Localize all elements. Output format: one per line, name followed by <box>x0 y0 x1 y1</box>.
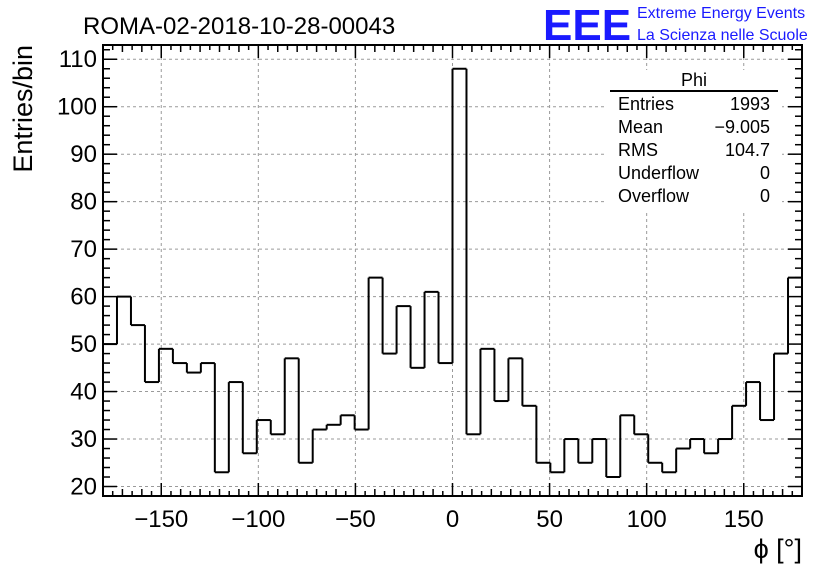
stats-underflow-label: Underflow <box>618 163 700 183</box>
eee-logo-mark: EEE <box>543 1 631 50</box>
histogram-bin <box>199 362 215 373</box>
eee-logo-line2: La Scienza nelle Scuole <box>637 27 808 44</box>
histogram-bin <box>227 381 243 473</box>
chart-title: ROMA-02-2018-10-28-00043 <box>83 13 395 40</box>
histogram-bin <box>493 348 509 403</box>
histogram-bin <box>717 438 733 454</box>
x-tick-label: 0 <box>446 506 459 533</box>
histogram-bin <box>563 438 579 473</box>
x-tick-label: −50 <box>335 506 376 533</box>
y-tick-label: 80 <box>70 189 97 216</box>
histogram-bin <box>325 423 341 430</box>
histogram-bin <box>353 415 369 431</box>
histogram-bin <box>395 305 411 354</box>
histogram-bin <box>283 357 299 435</box>
eee-logo-line1: Extreme Energy Events <box>637 5 805 22</box>
stats-mean-value: −9.005 <box>714 117 770 137</box>
x-axis-label: ϕ [°] <box>754 534 802 564</box>
histogram-bin <box>297 358 313 464</box>
x-tick-label: −100 <box>231 506 285 533</box>
y-tick-labels: 20 30 40 50 60 70 80 90 100 110 <box>57 46 97 500</box>
histogram-bin <box>549 462 565 474</box>
histogram-bin <box>423 290 439 368</box>
y-tick-label: 40 <box>70 379 97 406</box>
histogram-bin <box>381 277 397 355</box>
histogram-bin <box>451 67 467 364</box>
histogram-bin <box>115 295 131 345</box>
stats-rms-label: RMS <box>618 140 658 160</box>
stats-overflow-label: Overflow <box>618 186 690 206</box>
y-tick-label: 60 <box>70 284 97 311</box>
x-tick-label: 50 <box>536 506 563 533</box>
histogram-bin <box>731 404 747 440</box>
histogram-bin <box>675 447 691 473</box>
eee-logo: EEE Extreme Energy Events La Scienza nel… <box>543 1 808 50</box>
histogram-bin <box>745 381 761 406</box>
stats-rms-value: 104.7 <box>725 140 770 160</box>
axis-ticks <box>103 45 802 496</box>
stats-box: Phi Entries 1993 Mean −9.005 RMS 104.7 U… <box>606 70 782 210</box>
y-tick-label: 90 <box>70 141 97 168</box>
histogram-bin <box>703 439 719 455</box>
histogram-bin <box>255 419 271 454</box>
histogram-bin <box>269 420 285 436</box>
stats-entries-value: 1993 <box>730 94 770 114</box>
histogram-bin <box>521 358 537 407</box>
x-tick-label: −150 <box>134 506 188 533</box>
histogram-bin <box>213 363 229 474</box>
y-tick-label: 30 <box>70 426 97 453</box>
y-tick-label: 20 <box>70 474 97 501</box>
histogram-bin <box>143 325 159 384</box>
histogram-bin <box>507 357 523 402</box>
histogram-bin <box>311 428 327 463</box>
histogram-bin <box>689 438 705 449</box>
x-tick-labels: −150 −100 −50 0 50 100 150 <box>134 506 764 533</box>
histogram-bin <box>577 439 593 464</box>
histogram-bin <box>605 439 621 479</box>
histogram-bin <box>437 291 453 365</box>
y-tick-label: 110 <box>59 46 97 73</box>
stats-box-title: Phi <box>681 70 707 90</box>
stats-mean-label: Mean <box>618 117 663 137</box>
stats-entries-label: Entries <box>618 94 674 114</box>
histogram-bin <box>339 414 355 425</box>
y-axis-label: Entries/bin <box>8 45 38 173</box>
histogram-bin <box>591 438 607 463</box>
stats-underflow-value: 0 <box>760 163 770 183</box>
histogram-bin <box>479 347 495 435</box>
histogram-bin <box>619 414 635 478</box>
histogram-bin <box>661 462 677 474</box>
histogram-bin <box>633 415 649 436</box>
histogram-bin <box>535 405 551 464</box>
histogram-bin <box>647 434 663 464</box>
y-tick-label: 70 <box>70 236 97 263</box>
y-tick-label: 50 <box>70 331 97 358</box>
histogram-bin <box>759 382 775 422</box>
x-tick-label: 100 <box>627 506 667 533</box>
histogram-bin <box>367 276 383 430</box>
histogram-bin <box>185 363 201 374</box>
histogram-bin <box>157 347 173 383</box>
histogram-bin <box>409 306 425 369</box>
histogram-bin <box>129 296 145 327</box>
histogram-bin <box>465 68 481 436</box>
stats-overflow-value: 0 <box>760 186 770 206</box>
y-tick-label: 100 <box>57 94 97 121</box>
histogram-bin <box>171 348 187 365</box>
histogram-bin <box>773 352 789 421</box>
x-tick-label: 150 <box>724 506 764 533</box>
histogram-bin <box>241 382 257 455</box>
